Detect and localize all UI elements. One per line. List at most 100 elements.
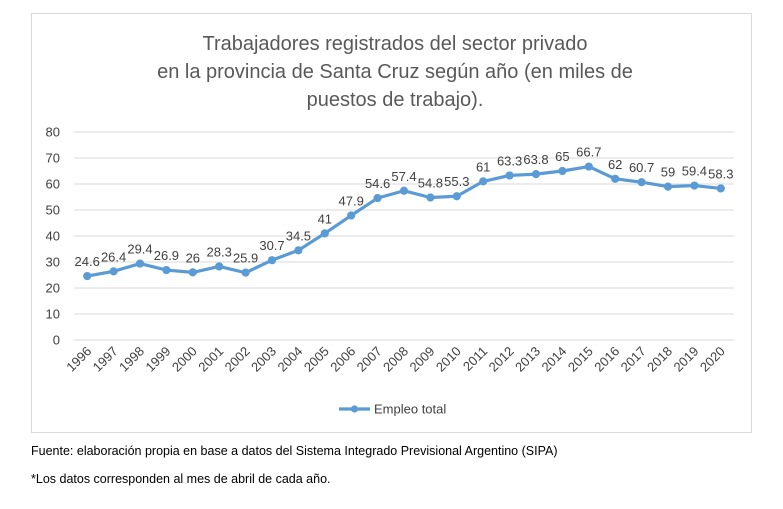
x-tick-label: 2004 (274, 344, 305, 375)
y-tick-label: 70 (46, 151, 60, 166)
data-point (637, 178, 646, 187)
data-point (162, 265, 171, 275)
data-label: 34.5 (286, 228, 311, 243)
x-tick-label: 1998 (116, 344, 147, 375)
data-label: 66.7 (576, 145, 601, 160)
x-tick-label: 2018 (644, 344, 675, 375)
chart-title-line: puestos de trabajo). (307, 89, 484, 111)
data-point (83, 271, 92, 281)
x-tick-label: 2011 (460, 344, 490, 374)
y-tick-label: 20 (46, 281, 60, 296)
x-tick-label: 2015 (565, 344, 596, 375)
data-point (188, 268, 197, 277)
data-label: 54.6 (365, 176, 390, 191)
data-point (690, 181, 699, 190)
data-label: 30.7 (259, 238, 284, 253)
y-tick-label: 0 (53, 333, 60, 348)
data-label: 62 (608, 157, 622, 172)
gridlines (74, 131, 734, 341)
legend-label: Empleo total (374, 402, 446, 417)
data-label: 26.4 (101, 249, 126, 264)
y-tick-label: 10 (46, 307, 60, 322)
x-tick-label: 2012 (486, 344, 517, 375)
x-tick-label: 2003 (248, 344, 279, 375)
data-point (479, 177, 488, 186)
source-note: Fuente: elaboración propia en base a dat… (31, 444, 558, 458)
data-labels: 24.6 26.429.4 26.9 26 28.3 25.930.734.5 41 47.9… (75, 145, 734, 269)
x-tick-label: 2008 (380, 344, 411, 375)
data-point (241, 268, 250, 277)
data-label: 29.4 (127, 242, 152, 257)
data-label: 61 (476, 159, 490, 174)
chart-frame: Trabajadores registrados del sector priv… (31, 13, 752, 433)
data-label: 60.7 (629, 160, 654, 175)
x-tick-label: 1997 (90, 344, 121, 375)
data-point (399, 186, 409, 195)
data-point (215, 262, 224, 271)
data-label: 55.3 (444, 174, 469, 189)
chart-title: Trabajadores registrados del sector priv… (157, 33, 633, 111)
data-point (373, 193, 382, 203)
x-tick-label: 2017 (618, 344, 649, 375)
x-tick-label: 2010 (433, 344, 464, 375)
data-point (426, 193, 435, 202)
data-label: 59 (661, 165, 675, 180)
data-point (452, 192, 461, 201)
y-tick-label: 80 (46, 125, 60, 140)
x-axis-ticks: 1996199719981999200020012002200320042005… (63, 344, 728, 375)
data-point (294, 246, 303, 255)
legend: Empleo total (339, 402, 446, 417)
data-label: 47.9 (339, 193, 364, 208)
data-label: 41 (318, 211, 332, 226)
data-label: 24.6 (75, 254, 100, 269)
x-tick-label: 1996 (63, 344, 94, 375)
data-point (611, 174, 620, 183)
x-tick-label: 2001 (195, 344, 226, 375)
data-point (505, 171, 514, 180)
data-point (267, 256, 277, 265)
y-tick-label: 40 (46, 229, 60, 244)
chart-title-line: Trabajadores registrados del sector priv… (202, 33, 587, 55)
chart-title-line: en la provincia de Santa Cruz según año … (157, 61, 633, 83)
data-point (663, 182, 673, 191)
x-tick-label: 2007 (354, 344, 385, 375)
series-empleo-total (83, 162, 725, 281)
line-chart: Trabajadores registrados del sector priv… (46, 33, 734, 417)
x-tick-label: 1999 (142, 344, 173, 375)
data-label: 59.4 (682, 164, 707, 179)
x-tick-label: 2006 (327, 344, 358, 375)
data-point (558, 166, 567, 176)
data-label: 63.8 (523, 152, 548, 167)
data-label: 28.3 (207, 244, 232, 259)
x-tick-label: 2020 (697, 344, 728, 375)
data-label: 26.9 (154, 248, 179, 263)
data-label: 54.8 (418, 176, 443, 191)
y-tick-label: 60 (46, 177, 60, 192)
data-label: 65 (555, 149, 569, 164)
y-axis-ticks: 0 10 20 30 40 50 60 70 80 (46, 125, 60, 348)
data-point (135, 259, 145, 268)
x-tick-label: 2014 (538, 344, 569, 375)
x-tick-label: 2005 (301, 344, 332, 375)
x-tick-label: 2000 (169, 344, 200, 375)
data-point (347, 211, 356, 220)
legend-swatch-marker (350, 405, 359, 413)
x-tick-label: 2009 (406, 344, 437, 375)
x-tick-label: 2019 (670, 344, 701, 375)
x-tick-label: 2002 (222, 344, 253, 375)
x-tick-label: 2013 (512, 344, 543, 375)
y-tick-label: 30 (46, 255, 60, 270)
data-label: 26 (186, 250, 200, 265)
data-point (716, 184, 725, 193)
footnote: *Los datos corresponden al mes de abril … (31, 472, 331, 486)
data-point (584, 162, 593, 171)
y-tick-label: 50 (46, 203, 60, 218)
data-point (320, 229, 329, 238)
data-point (109, 267, 118, 276)
data-label: 25.9 (233, 251, 258, 266)
data-label: 58.3 (708, 166, 733, 181)
x-tick-label: 2016 (591, 344, 622, 375)
data-point (531, 170, 541, 179)
data-label: 57.4 (391, 169, 416, 184)
data-label: 63.3 (497, 153, 522, 168)
